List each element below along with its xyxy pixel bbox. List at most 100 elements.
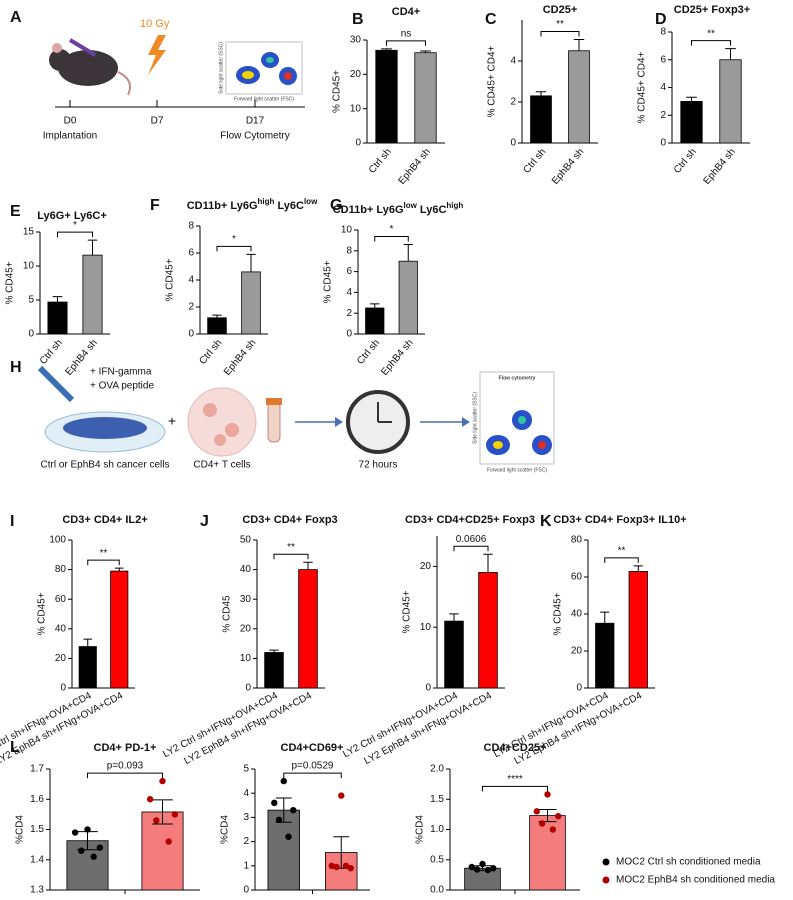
significance-bracket (453, 545, 489, 552)
bar (365, 307, 385, 335)
mouse-body (58, 50, 118, 86)
data-point (171, 811, 179, 818)
y-tick-label: 20 (55, 653, 67, 664)
y-tick-label: 0 (660, 138, 666, 149)
tube (267, 401, 281, 443)
y-axis-label: % CD45+ (332, 70, 343, 113)
significance-bracket (604, 557, 639, 563)
data-point (484, 866, 492, 874)
data-point (342, 862, 350, 869)
y-tick-label: 0 (28, 329, 34, 340)
data-point (285, 833, 292, 840)
panel-label: D (655, 11, 667, 28)
y-tick-label: 3 (243, 812, 249, 823)
flow-population (493, 441, 503, 449)
error-bar (535, 91, 547, 96)
chart-title: CD3+ CD4+ Foxp3+ IL10+ (553, 514, 686, 526)
y-tick-label: 60 (55, 594, 67, 605)
bar (628, 571, 648, 689)
error-bar (381, 48, 392, 51)
chart-title: CD4+CD69+ (281, 742, 344, 754)
x-tick-label: Ctrl sh (197, 338, 224, 367)
bar (530, 95, 552, 144)
panel-label: J (200, 513, 209, 530)
y-tick-label: 1.5 (430, 794, 444, 805)
dose-label: 10 Gy (140, 18, 170, 30)
flow-population (538, 441, 546, 449)
significance-bracket (386, 40, 426, 46)
title-part: Ly6C (274, 200, 304, 212)
y-tick-label: 2 (510, 97, 516, 108)
y-tick-label: 0.5 (430, 854, 444, 865)
error-bar (420, 50, 431, 53)
y-tick-label: 20 (240, 623, 252, 634)
y-axis-label: % CD45+ (5, 261, 16, 304)
mouse-tail (117, 71, 131, 96)
flow-xlabel: Forward light scatter (FSC) (234, 96, 294, 102)
panel-label: E (10, 203, 21, 220)
bar (375, 49, 398, 144)
bar (241, 271, 261, 335)
significance-label: ** (287, 542, 295, 553)
data-point (159, 777, 166, 785)
bar (110, 570, 129, 689)
y-tick-label: 0 (188, 329, 194, 340)
error-bar (83, 638, 93, 647)
bar (444, 620, 464, 689)
bar (478, 572, 498, 689)
title-part: low (304, 197, 318, 206)
error-bar (370, 303, 380, 308)
y-tick-label: 4 (510, 56, 516, 67)
legend-marker (602, 858, 610, 866)
error-bar (87, 239, 98, 256)
data-point (290, 806, 297, 814)
data-point (473, 866, 481, 873)
t-cell (214, 434, 226, 446)
treatment-label: + IFN-gamma (90, 367, 152, 378)
bar (207, 317, 227, 335)
y-tick-label: 0 (346, 329, 352, 340)
panel-label: I (10, 513, 14, 530)
y-tick-label: 2 (243, 836, 249, 847)
significance-label: * (232, 234, 236, 245)
y-axis-label: % CD45 (222, 595, 233, 633)
data-point (280, 777, 287, 785)
y-tick-label: 10 (420, 622, 432, 633)
panel-label: G (330, 197, 342, 214)
y-tick-label: 8 (660, 27, 666, 38)
bar (595, 622, 615, 689)
significance-bracket (87, 772, 163, 779)
flow-title: Flow cytometry (499, 375, 536, 381)
significance-label: ns (401, 29, 412, 40)
error-bar (114, 567, 124, 572)
bar (141, 811, 184, 891)
y-tick-label: 2 (346, 308, 352, 319)
y-tick-label: 5 (28, 295, 34, 306)
y-tick-label: 0.0 (430, 885, 444, 896)
flow-ylabel: Side light scatter (SSC) (472, 392, 478, 444)
significance-label: ** (707, 28, 715, 39)
chart-title: CD4+CD25+ (484, 742, 547, 754)
significance-bracket (57, 231, 93, 238)
title-part: high (258, 197, 275, 206)
y-tick-label: 1.4 (30, 854, 44, 865)
y-tick-label: 10 (350, 103, 362, 114)
x-tick-label: EphB4 sh (379, 338, 415, 378)
arrow-head (462, 417, 470, 427)
y-tick-label: 20 (350, 69, 362, 80)
flow-xlabel: Forward light scatter (FSC) (487, 467, 547, 473)
y-tick-label: 6 (660, 54, 666, 65)
chart-title: CD25+ Foxp3+ (674, 4, 750, 16)
y-axis-label: %CD4 (220, 815, 231, 844)
x-tick-label: Ctrl sh (521, 147, 548, 176)
significance-label: p=0.093 (107, 761, 144, 772)
y-tick-label: 30 (350, 35, 362, 46)
schematic-h: H + IFN-gamma + OVA peptide Ctrl or EphB… (10, 359, 555, 473)
y-tick-label: 0 (245, 683, 251, 694)
panel-label: C (485, 11, 497, 28)
y-tick-label: 0 (355, 138, 361, 149)
data-point (338, 792, 345, 799)
significance-bracket (374, 236, 409, 242)
cells-label: Ctrl or EphB4 sh cancer cells (41, 460, 170, 471)
data-point (468, 863, 475, 871)
